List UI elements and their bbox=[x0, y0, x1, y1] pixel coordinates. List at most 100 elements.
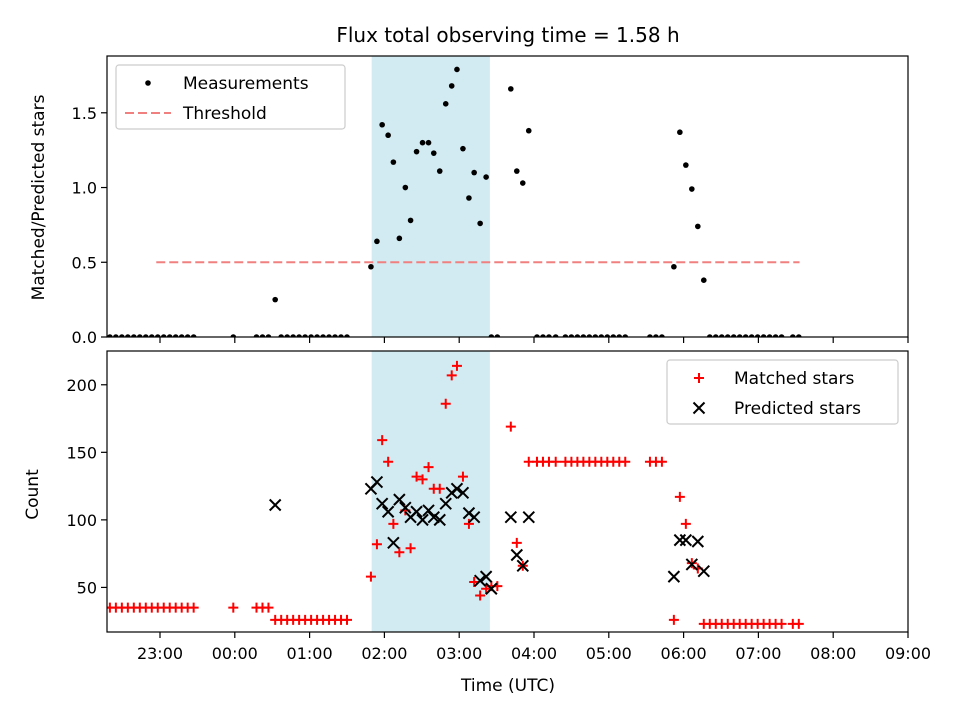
matched-star-point bbox=[405, 543, 416, 554]
matched-star-point bbox=[463, 518, 474, 529]
measurement-point bbox=[695, 223, 701, 230]
observing-window-span bbox=[371, 56, 490, 337]
measurement-point bbox=[736, 334, 743, 337]
measurement-point bbox=[483, 174, 489, 180]
measurement-point bbox=[754, 334, 761, 337]
measurement-point bbox=[471, 169, 477, 176]
predicted-star-point bbox=[485, 582, 498, 595]
matched-star-point bbox=[423, 462, 434, 473]
predicted-star-point bbox=[456, 486, 470, 500]
matched-star-point bbox=[793, 618, 804, 629]
measurement-point bbox=[460, 145, 466, 152]
measurement-point bbox=[390, 159, 397, 165]
measurement-point bbox=[166, 334, 173, 337]
matched-star-point bbox=[550, 456, 561, 467]
measurement-point bbox=[107, 334, 113, 337]
measurement-point bbox=[742, 334, 749, 337]
matched-star-point bbox=[656, 456, 667, 467]
measurement-point bbox=[290, 334, 296, 337]
measurement-point bbox=[190, 334, 197, 337]
measurement-point bbox=[137, 334, 143, 337]
predicted-star-point bbox=[473, 574, 487, 587]
x-tick-label: 04:00 bbox=[511, 644, 557, 663]
measurement-point bbox=[568, 334, 575, 337]
measurement-point bbox=[230, 334, 237, 337]
top-panel: 0.0 0.5 1.0 1.5 Matched/Predicted stars Measu… bbox=[29, 55, 909, 347]
predicted-star-point bbox=[522, 510, 535, 524]
matched-star-point bbox=[417, 474, 428, 485]
measurement-point bbox=[148, 334, 155, 337]
measurement-point bbox=[259, 334, 266, 337]
measurement-point bbox=[508, 86, 514, 92]
measurement-point bbox=[718, 334, 725, 337]
measurement-point bbox=[374, 238, 380, 245]
measurement-point bbox=[172, 334, 179, 337]
measurement-point bbox=[425, 139, 432, 146]
x-tick-label: 23:00 bbox=[137, 644, 183, 663]
measurement-point bbox=[184, 334, 191, 337]
predicted-star-point bbox=[467, 510, 481, 524]
legend-dot-marker bbox=[145, 80, 151, 86]
measurement-point bbox=[272, 296, 278, 303]
series-matched-stars bbox=[107, 360, 804, 629]
chart-title: Flux total observing time = 1.58 h bbox=[336, 23, 679, 47]
measurement-point bbox=[598, 334, 605, 337]
measurement-point bbox=[513, 168, 520, 174]
x-axis-label: Time (UTC) bbox=[460, 676, 555, 696]
measurement-point bbox=[580, 334, 587, 337]
matched-star-point bbox=[228, 602, 239, 613]
plot-frame bbox=[106, 350, 909, 633]
matched-star-point bbox=[434, 483, 445, 494]
predicted-star-point bbox=[685, 558, 699, 571]
measurement-point bbox=[730, 334, 737, 337]
measurement-point bbox=[154, 334, 161, 337]
measurement-point bbox=[766, 334, 773, 337]
matched-star-point bbox=[342, 614, 352, 625]
matched-star-point bbox=[475, 590, 486, 601]
measurement-point bbox=[265, 334, 272, 337]
matched-star-point bbox=[511, 537, 522, 548]
measurement-point bbox=[592, 334, 599, 337]
legend-box bbox=[666, 359, 899, 425]
legend-plus-marker bbox=[694, 373, 704, 383]
measurement-point bbox=[119, 334, 125, 337]
measurement-point bbox=[540, 334, 546, 337]
measurement-point bbox=[396, 235, 403, 242]
predicted-star-point bbox=[416, 513, 429, 527]
plot-frame bbox=[106, 55, 909, 338]
measurement-point bbox=[296, 334, 302, 337]
x-tick-label: 05:00 bbox=[586, 644, 632, 663]
measurement-point bbox=[647, 334, 653, 337]
measurement-point bbox=[302, 334, 308, 337]
predicted-star-point bbox=[268, 498, 282, 512]
measurement-point bbox=[413, 148, 420, 155]
measurement-point bbox=[778, 334, 785, 337]
measurement-point bbox=[552, 334, 559, 337]
measurement-point bbox=[436, 168, 443, 174]
x-tick-label: 09:00 bbox=[885, 644, 931, 663]
y-tick-label: 0.5 bbox=[72, 253, 97, 272]
y-tick-label: 100 bbox=[66, 511, 97, 530]
measurement-point bbox=[284, 334, 290, 337]
matched-star-point bbox=[388, 518, 399, 529]
y-tick-label: 1.0 bbox=[72, 179, 97, 198]
y-tick-label: 0.0 bbox=[72, 328, 97, 347]
matched-star-point bbox=[620, 456, 631, 467]
matched-star-point bbox=[371, 539, 382, 550]
matched-star-point bbox=[451, 360, 462, 371]
measurement-point bbox=[574, 334, 581, 337]
legend-label: Threshold bbox=[182, 104, 267, 124]
matched-star-point bbox=[505, 421, 516, 432]
y-axis-label: Count bbox=[23, 469, 43, 520]
legend-label: Measurements bbox=[183, 74, 309, 94]
series-measurements bbox=[107, 66, 802, 337]
matched-star-point bbox=[457, 471, 468, 482]
x-tick-label: 07:00 bbox=[735, 644, 781, 663]
measurement-point bbox=[178, 334, 185, 337]
measurement-point bbox=[760, 334, 767, 337]
observing-window-span bbox=[371, 351, 490, 632]
legend: Matched stars Predicted stars bbox=[666, 359, 899, 425]
y-tick-label: 200 bbox=[66, 376, 97, 395]
x-tick-label: 02:00 bbox=[361, 644, 407, 663]
